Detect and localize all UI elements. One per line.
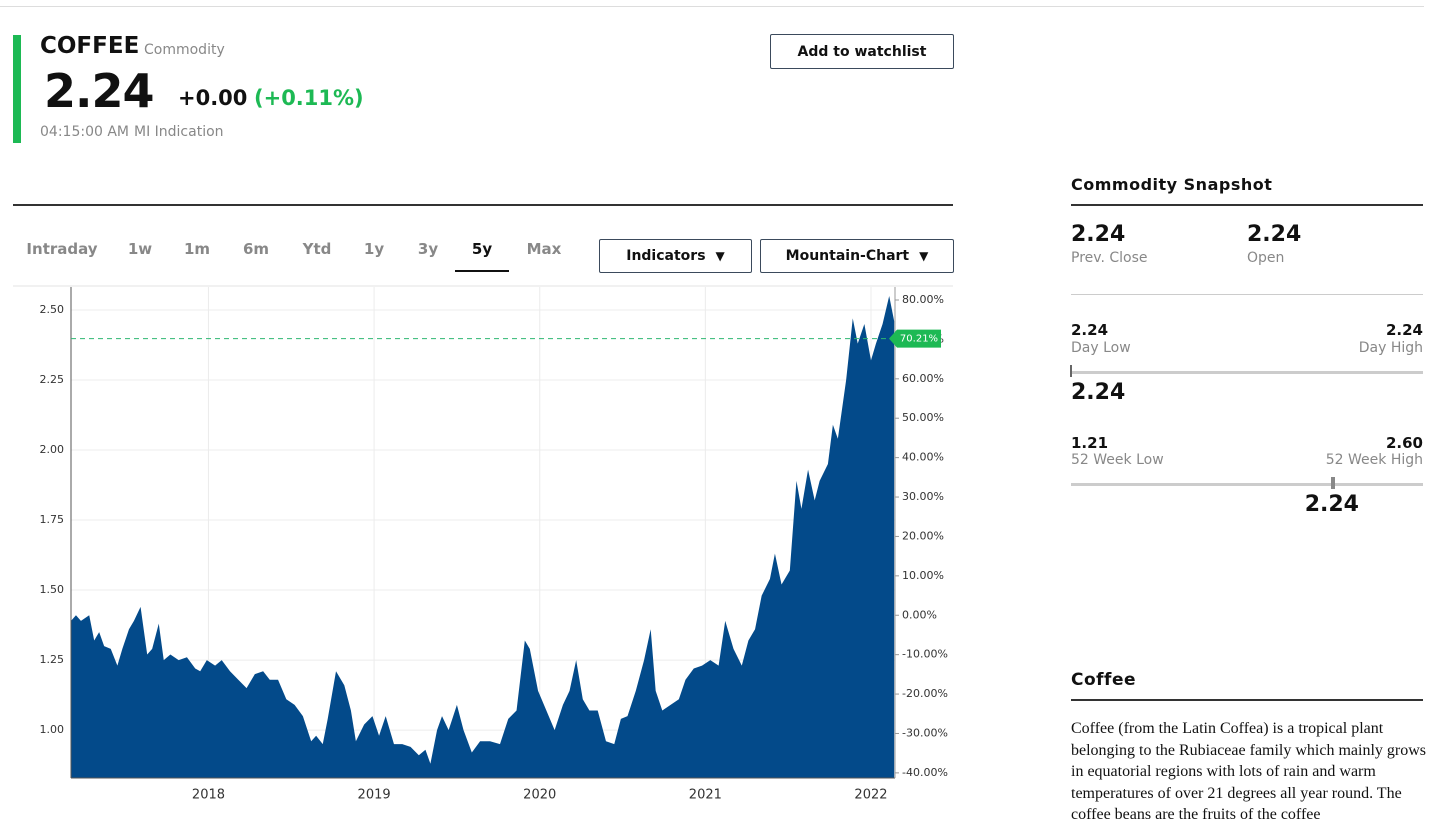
chart-rule [13, 204, 953, 206]
snapshot-title: Commodity Snapshot [1071, 175, 1273, 194]
x-tick-label: 2019 [358, 788, 391, 803]
y-tick-label: 1.50 [40, 583, 65, 596]
instrument-name: COFFEE [40, 33, 140, 59]
y-tick-label: 1.25 [40, 653, 65, 666]
snapshot-separator [1071, 294, 1423, 295]
x-tick-label: 2018 [192, 788, 225, 803]
y2-tick-label: 30.00% [902, 490, 944, 503]
y-tick-label: 2.00 [40, 443, 65, 456]
prev-close-label: Prev. Close [1071, 250, 1148, 266]
y2-tick-label: 10.00% [902, 569, 944, 582]
top-rule [0, 6, 1424, 7]
range-tab[interactable]: Max [526, 240, 562, 258]
week52-low-label: 52 Week Low [1071, 452, 1164, 468]
week52-high-label: 52 Week High [1325, 452, 1423, 468]
day-current-value: 2.24 [1071, 380, 1126, 405]
indicators-dropdown[interactable]: Indicators ▼ [599, 239, 752, 273]
day-range-track [1071, 371, 1423, 374]
y2-tick-label: 40.00% [902, 451, 944, 464]
y2-tick-label: 50.00% [902, 411, 944, 424]
y-tick-label: 1.00 [40, 723, 65, 736]
y-tick-label: 1.75 [40, 513, 65, 526]
range-tab[interactable]: 1m [183, 240, 211, 258]
day-low-label: Day Low [1071, 340, 1131, 356]
y-tick-label: 2.25 [40, 373, 65, 386]
description-text: Coffee (from the Latin Coffea) is a trop… [1071, 720, 1427, 823]
y2-tick-label: -30.00% [902, 726, 948, 739]
range-tab[interactable]: 6m [242, 240, 270, 258]
chevron: ▼ [715, 249, 725, 263]
chart-type-dropdown[interactable]: Mountain-Chart ▼ [760, 239, 954, 273]
snapshot-rule [1071, 204, 1423, 206]
change-percent: (+0.11%) [254, 86, 364, 110]
change: +0.00 [178, 86, 248, 110]
current-tag-label: 70.21% [900, 334, 938, 345]
week52-high-value: 2.60 [1385, 434, 1423, 452]
quote-time: 04:15:00 AM [40, 124, 129, 140]
y-tick-label: 2.50 [40, 303, 65, 316]
week52-track [1071, 483, 1423, 486]
x-tick-label: 2021 [689, 788, 722, 803]
range-tab[interactable]: Intraday [26, 240, 98, 258]
range-tab[interactable]: 3y [417, 240, 439, 258]
watchlist-button[interactable]: Add to watchlist [770, 34, 954, 69]
instrument-kind: Commodity [144, 42, 225, 58]
x-tick-label: 2022 [854, 788, 887, 803]
y2-tick-label: -20.00% [902, 687, 948, 700]
active-tab-underline [455, 270, 509, 272]
y2-tick-label: 80.00% [902, 293, 944, 306]
range-tab[interactable]: 5y [471, 240, 493, 258]
day-low-value: 2.24 [1071, 321, 1109, 339]
price-area [71, 295, 895, 778]
current-tag [889, 329, 941, 348]
day-high-value: 2.24 [1385, 321, 1423, 339]
y2-tick-label: -40.00% [902, 766, 948, 779]
y2-tick-label: -10.00% [902, 648, 948, 661]
day-high-label: Day High [1358, 340, 1423, 356]
y2-tick-label: 60.00% [902, 372, 944, 385]
chart: 2018 2019 2020 2021 2022 1.00 1.25 1.50 1.75 2.00… [13, 285, 953, 803]
prev-close-value: 2.24 [1071, 222, 1126, 247]
open-label: Open [1247, 250, 1285, 266]
accent-bar [13, 35, 21, 143]
week52-low-value: 1.21 [1071, 434, 1109, 452]
y2-tick-label: 20.00% [902, 529, 944, 542]
x-tick-label: 2020 [523, 788, 556, 803]
dropdown-label: Mountain-Chart [785, 248, 910, 264]
chevron: ▼ [919, 249, 929, 263]
range-tab[interactable]: Ytd [302, 240, 332, 258]
price: 2.24 [44, 64, 154, 118]
description-title: Coffee [1071, 670, 1137, 690]
range-tab[interactable]: 1y [363, 240, 385, 258]
day-range-marker [1070, 365, 1072, 377]
y2-tick-label: 0.00% [902, 608, 937, 621]
dropdown-label: Indicators [626, 248, 706, 264]
description-rule [1071, 699, 1423, 701]
quote-source: MI Indication [134, 124, 224, 140]
open-value: 2.24 [1247, 222, 1302, 247]
week52-marker [1330, 477, 1335, 489]
range-tab[interactable]: 1w [127, 240, 153, 258]
week52-current-value: 2.24 [1304, 492, 1359, 517]
